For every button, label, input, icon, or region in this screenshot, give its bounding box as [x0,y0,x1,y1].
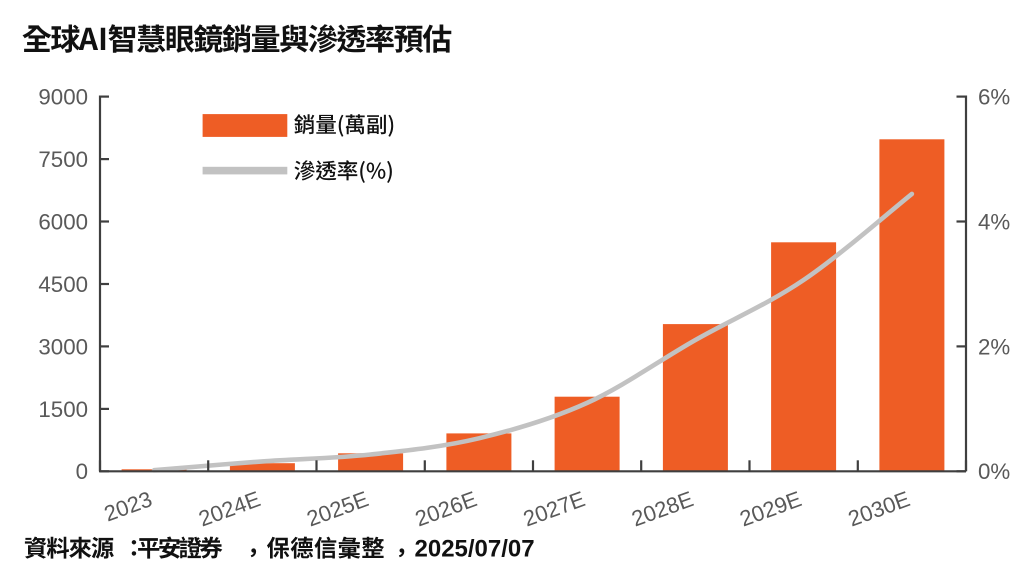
svg-text:2025/07/07: 2025/07/07 [415,536,535,563]
svg-text:6%: 6% [978,85,1010,110]
svg-text:0: 0 [76,459,88,484]
svg-text:4%: 4% [978,209,1010,234]
svg-text:9000: 9000 [38,85,88,110]
svg-text:6000: 6000 [38,209,88,234]
svg-text:1500: 1500 [38,397,88,422]
svg-text:7500: 7500 [38,147,88,172]
svg-text:3000: 3000 [38,334,88,359]
svg-text:0%: 0% [978,459,1010,484]
svg-text:2%: 2% [978,334,1010,359]
svg-text:4500: 4500 [38,272,88,297]
